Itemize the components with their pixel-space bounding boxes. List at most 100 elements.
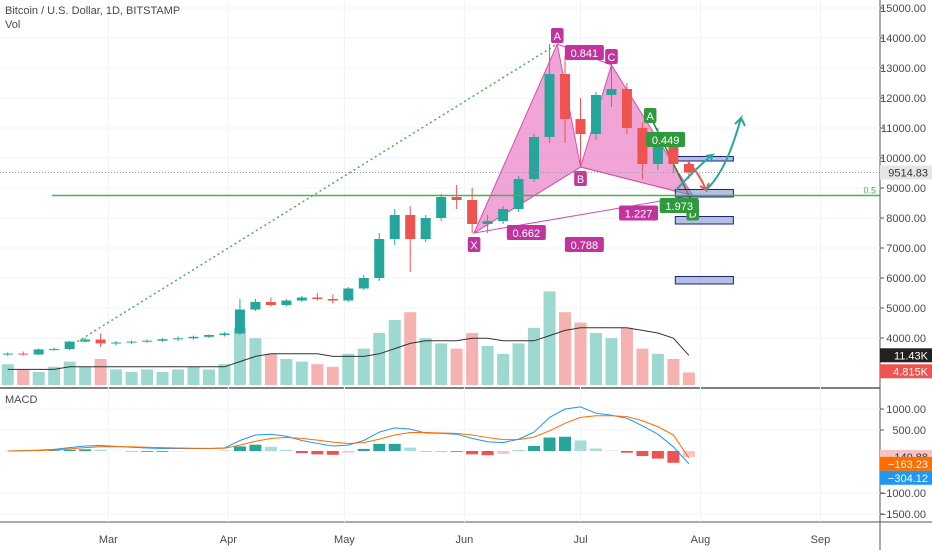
volume-bar <box>373 333 385 385</box>
pattern2-ratio-label: 1.973 <box>665 201 693 213</box>
volume-bar <box>64 362 76 385</box>
macd-histogram-bar <box>95 450 107 451</box>
candle-body <box>189 337 199 339</box>
pattern-ratio-label: 1.227 <box>625 209 653 221</box>
volume-bar <box>188 367 200 385</box>
volume-bar <box>141 369 153 385</box>
candle-body <box>467 200 477 224</box>
macd-histogram-bar <box>590 448 602 451</box>
candle-body <box>18 354 28 355</box>
axis-value-tag-label: 4.815K <box>893 366 929 378</box>
price-tick-label: 4000.00 <box>886 333 926 345</box>
axis-value-tag-label: −304.12 <box>888 473 928 485</box>
volume-bar <box>389 320 401 385</box>
volume-bar <box>79 367 91 385</box>
pattern-point-label: C <box>607 52 615 64</box>
volume-bar <box>296 362 308 385</box>
volume-bar <box>621 328 633 385</box>
candle-body <box>297 298 307 301</box>
pattern-point-label: X <box>470 240 478 252</box>
price-tick-label: 11000.00 <box>881 123 926 135</box>
macd-histogram-bar <box>141 451 153 452</box>
macd-histogram-bar <box>451 451 463 452</box>
macd-histogram-bar <box>575 441 587 452</box>
axis-value-tag-label: 9514.83 <box>888 168 928 180</box>
candle-body <box>637 128 647 164</box>
candle-body <box>49 349 59 350</box>
macd-histogram-bar <box>497 451 509 454</box>
candle-body <box>158 339 168 341</box>
target-zone <box>675 277 733 285</box>
macd-histogram-bar <box>249 445 261 451</box>
candle-body <box>250 302 260 310</box>
candle-body <box>65 342 75 350</box>
volume-bar <box>311 364 323 385</box>
volume-bar <box>667 359 679 385</box>
volume-bar <box>17 369 29 385</box>
pattern-ratio-label: 0.841 <box>571 48 599 60</box>
macd-label: MACD <box>5 394 37 406</box>
volume-bar <box>420 338 432 385</box>
volume-bar <box>451 349 463 385</box>
volume-bar <box>358 349 370 385</box>
candle-body <box>3 354 13 355</box>
candle-body <box>96 340 106 344</box>
axis-value-tag-label: −163.23 <box>888 459 928 471</box>
candle-body <box>80 340 90 342</box>
macd-histogram-bar <box>482 451 494 455</box>
candle-body <box>622 89 632 128</box>
price-tick-label: 9000.00 <box>886 183 926 195</box>
candle-body <box>173 338 183 339</box>
volume-bar <box>590 333 602 385</box>
price-tick-label: 15000.00 <box>880 3 926 15</box>
volume-bar <box>544 291 556 385</box>
macd-histogram-bar <box>311 451 323 454</box>
level-label: 0.5 <box>863 186 876 196</box>
volume-bar <box>342 354 354 385</box>
macd-histogram-bar <box>636 451 648 456</box>
macd-histogram-bar <box>528 446 540 451</box>
candle-body <box>142 341 152 342</box>
time-tick-label: Aug <box>691 534 711 546</box>
candle-body <box>606 89 616 95</box>
macd-histogram-bar <box>373 444 385 451</box>
pattern-point-label: B <box>577 174 584 186</box>
volume-bar <box>249 338 261 385</box>
candle-body <box>127 342 137 343</box>
price-tick-label: 6000.00 <box>886 273 926 285</box>
macd-histogram-bar <box>327 451 339 455</box>
macd-histogram-bar <box>466 451 478 454</box>
macd-histogram-bar <box>64 450 76 451</box>
pattern-point-label: A <box>554 31 562 43</box>
macd-histogram-bar <box>404 448 416 451</box>
volume-bar <box>126 372 138 385</box>
volume-bar <box>33 372 45 385</box>
volume-bar <box>172 369 184 385</box>
candle-body <box>111 343 121 344</box>
volume-bar <box>636 349 648 385</box>
macd-tick-label: 1000.00 <box>886 404 926 416</box>
volume-bar <box>404 312 416 385</box>
volume-bar <box>327 367 339 385</box>
candle-body <box>405 215 415 239</box>
target-zone <box>675 157 733 162</box>
macd-histogram-bar <box>652 451 664 459</box>
time-tick-label: Sep <box>811 534 831 546</box>
pattern-ratio-label: 0.788 <box>571 240 599 252</box>
target-zone <box>675 217 733 225</box>
candle-body <box>560 74 570 119</box>
macd-histogram-bar <box>296 451 308 453</box>
candle-body <box>34 349 44 354</box>
macd-histogram-bar <box>559 437 571 451</box>
macd-histogram-bar <box>280 450 292 451</box>
volume-bar <box>110 369 122 385</box>
candle-body <box>545 74 555 137</box>
volume-bar <box>683 372 695 385</box>
macd-histogram-bar <box>544 438 556 451</box>
volume-bar <box>280 359 292 385</box>
volume-label: Vol <box>5 19 20 31</box>
candle-body <box>483 221 493 224</box>
volume-bar <box>513 343 525 385</box>
candle-body <box>266 302 276 305</box>
time-tick-label: Apr <box>220 534 237 546</box>
